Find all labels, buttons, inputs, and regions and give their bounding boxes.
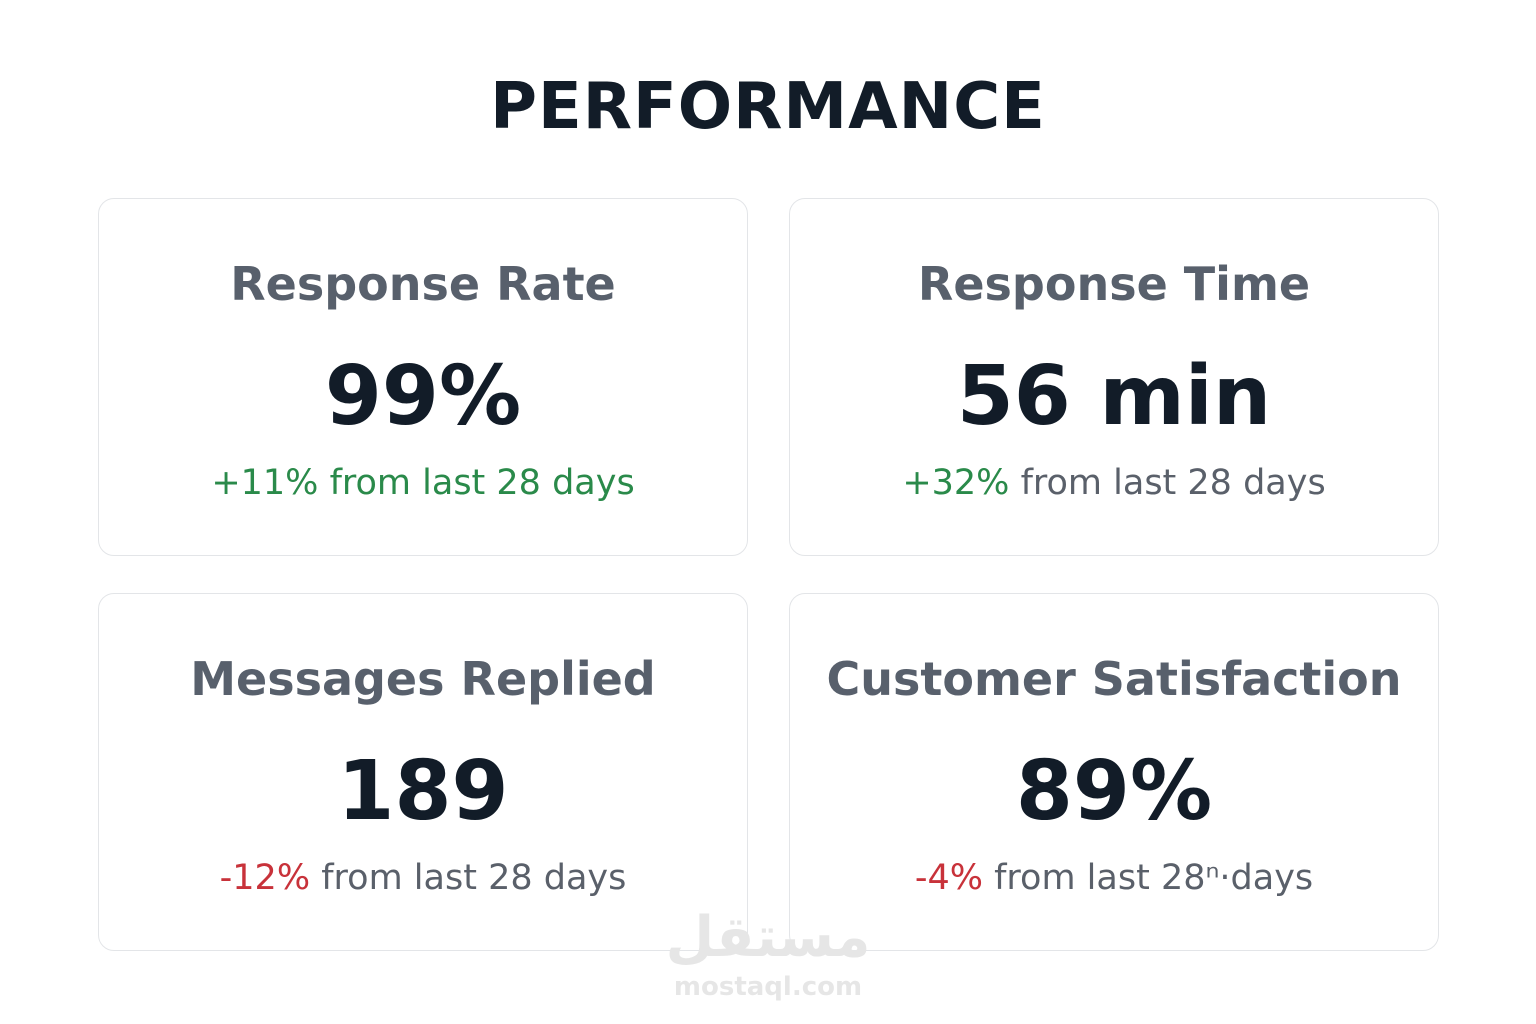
card-title: Response Time — [917, 257, 1311, 311]
card-title: Customer Satisfaction — [826, 652, 1402, 706]
change-period: from last 28 days — [321, 858, 627, 898]
change-period: from last 28ⁿ·days — [994, 858, 1314, 898]
change-period: from last 28 days — [1020, 463, 1326, 503]
change-value: -4% — [914, 858, 983, 898]
card-value: 56 min — [956, 349, 1272, 444]
card-value: 189 — [337, 744, 509, 839]
change-value: -12% — [219, 858, 311, 898]
metric-card: Response Time 56 min +32% from last 28 d… — [789, 198, 1439, 556]
watermark-site: mostaql.com — [673, 972, 863, 1002]
card-change: +32% from last 28 days — [790, 463, 1438, 503]
change-period: from last 28 days — [329, 463, 635, 503]
card-value: 89% — [1015, 744, 1213, 839]
metric-card: Customer Satisfaction 89% -4% from last … — [789, 593, 1439, 951]
card-title: Messages Replied — [190, 652, 656, 706]
watermark-logo: مستقل — [665, 905, 871, 970]
card-change: +11% from last 28 days — [99, 463, 747, 503]
change-value: +32% — [902, 463, 1010, 503]
card-change: -4% from last 28ⁿ·days — [790, 858, 1438, 898]
card-title: Response Rate — [230, 257, 616, 311]
card-value: 99% — [324, 349, 522, 444]
metric-card: Messages Replied 189 -12% from last 28 d… — [98, 593, 748, 951]
card-change: -12% from last 28 days — [99, 858, 747, 898]
change-value: +11% — [211, 463, 319, 503]
page-title: PERFORMANCE — [490, 70, 1046, 144]
metric-card: Response Rate 99% +11% from last 28 days — [98, 198, 748, 556]
